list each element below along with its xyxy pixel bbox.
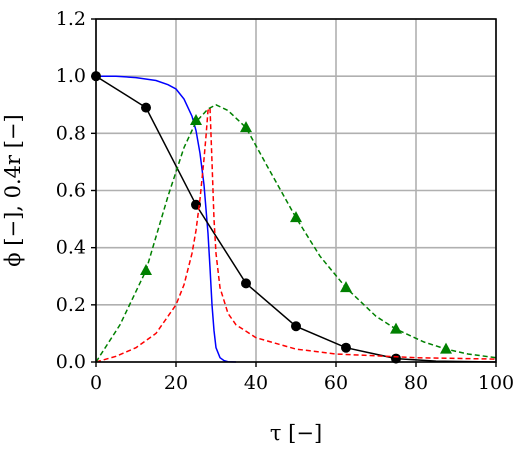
series-2-marker [241,278,251,289]
grid [95,18,497,363]
x-tick-label: 40 [244,372,268,394]
series-2-marker [391,353,401,364]
y-tick-label: 0.2 [56,294,86,316]
series-2-marker [141,102,151,113]
y-tick-label: 1.0 [56,65,86,87]
series-4-marker [290,211,302,223]
series-line-3 [95,105,497,363]
x-tick-label: 0 [90,372,102,394]
x-axis-label: τ [−] [270,421,322,445]
y-tick-label: 0.8 [56,122,86,144]
x-tick-label: 100 [478,372,514,394]
series-4-marker [340,281,352,293]
y-tick-label: 0.4 [56,237,86,259]
x-tick-label: 60 [324,372,348,394]
y-tick-label: 0.6 [56,180,86,202]
series-4-marker [190,113,202,125]
series-4-marker [390,322,402,334]
x-tick-label: 20 [164,372,188,394]
series-4-marker [240,121,252,133]
y-axis-label: ϕ [−], 0.4r [−] [1,114,25,266]
series-4-marker [440,342,452,354]
x-tick-label: 80 [404,372,428,394]
series-4-marker [140,264,152,276]
ticks: 0 20 40 60 80 100 0.0 0.2 0.4 0.6 0.8 1.0 1.2 [56,8,514,394]
y-tick-label: 0.0 [56,351,86,373]
series-2-marker [291,321,301,332]
series-2-marker [341,342,351,353]
y-tick-label: 1.2 [56,8,86,30]
series-layer [91,71,497,364]
series-line-1 [96,75,237,363]
